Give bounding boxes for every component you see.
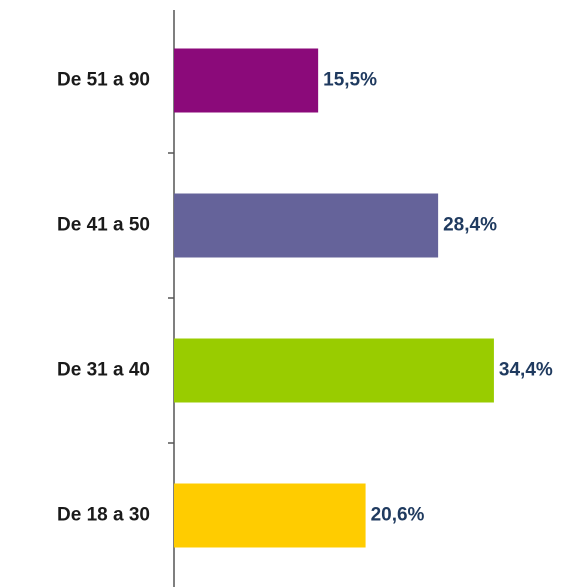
category-label: De 31 a 40 [57, 360, 150, 381]
category-label: De 41 a 50 [57, 215, 150, 236]
bar [174, 483, 366, 548]
bar [174, 338, 494, 403]
value-label: 34,4% [499, 360, 553, 381]
value-label: 20,6% [371, 505, 425, 526]
bar [174, 48, 319, 113]
value-label: 15,5% [323, 70, 377, 91]
category-label: De 51 a 90 [57, 70, 150, 91]
bar [174, 193, 439, 258]
category-label: De 18 a 30 [57, 505, 150, 526]
value-label: 28,4% [443, 215, 497, 236]
